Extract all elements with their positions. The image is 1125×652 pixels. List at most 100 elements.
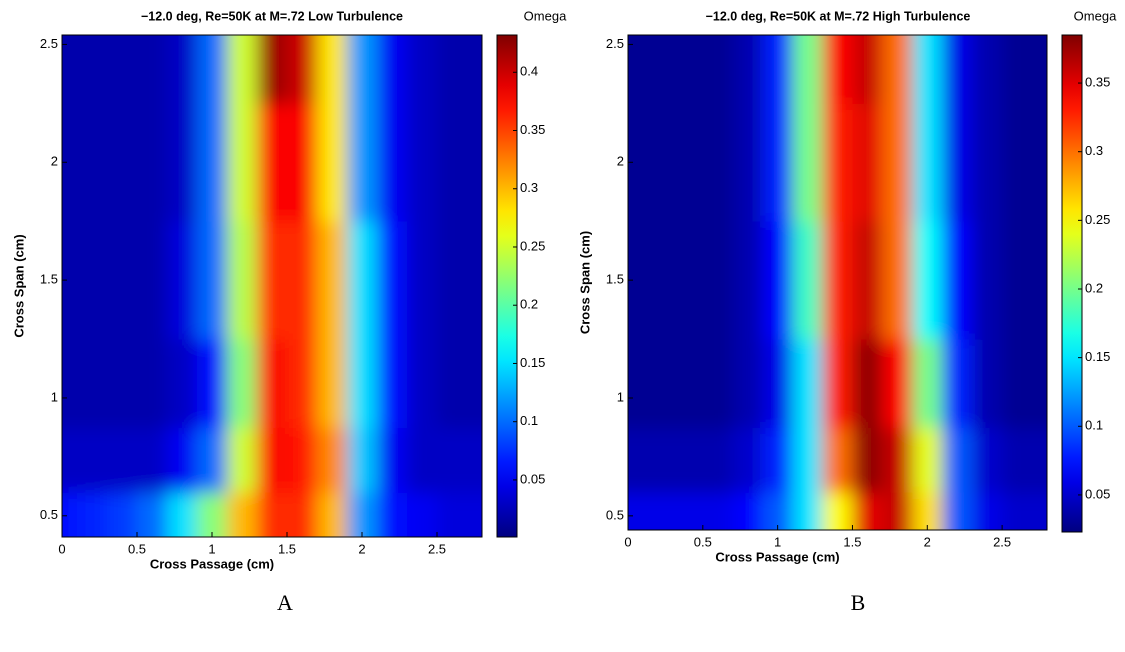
field-cell — [1032, 35, 1047, 104]
axes-box — [61, 34, 483, 538]
field-cell — [107, 427, 138, 493]
x-tick-label: 2 — [358, 541, 365, 556]
field-cell — [792, 221, 824, 340]
colorbar-tick-label: 0.05 — [520, 471, 545, 486]
field-cell — [377, 339, 408, 428]
colorbar-label: Omega — [524, 8, 567, 23]
chart-title: −12.0 deg, Re=50K at M=.72 Low Turbulenc… — [141, 9, 403, 23]
axes-box — [627, 34, 1048, 531]
field-cell — [942, 427, 973, 493]
colorbar-tick-label: 0.15 — [1085, 349, 1110, 364]
field-cell — [227, 492, 258, 537]
field-cell — [317, 35, 348, 104]
field-cell — [437, 492, 468, 537]
field-cell — [77, 103, 108, 222]
field-cell — [642, 427, 674, 493]
field-cell — [62, 221, 78, 340]
field-cell — [287, 427, 318, 493]
field-cell — [1002, 492, 1033, 530]
field-cell — [672, 221, 704, 340]
field-cell — [1032, 103, 1047, 222]
field-cell — [762, 339, 794, 428]
field-cell — [377, 427, 408, 493]
field-cell — [257, 35, 288, 104]
panel-label: B — [851, 590, 866, 615]
field-cell — [912, 35, 943, 104]
field-cell — [852, 339, 883, 428]
field-cell — [107, 221, 138, 340]
field-cell — [467, 427, 482, 493]
field-cell — [762, 35, 794, 104]
field-cell — [137, 221, 168, 340]
field-cell — [852, 427, 883, 493]
field-cell — [197, 35, 228, 104]
field-cell — [437, 427, 468, 493]
field-cell — [437, 103, 468, 222]
y-tick-label: 0.5 — [40, 507, 58, 522]
field-cell — [702, 339, 734, 428]
colorbar-tick-label: 0.35 — [1085, 74, 1110, 89]
x-tick-label: 1 — [208, 541, 215, 556]
field-cell — [197, 492, 228, 537]
field-cell — [287, 103, 318, 222]
colorbar-tick-label: 0.4 — [520, 64, 538, 79]
y-tick-label: 0.5 — [606, 507, 624, 522]
field-cell — [227, 339, 258, 428]
field-cell — [642, 492, 674, 530]
field-cell — [882, 35, 913, 104]
field-cell — [107, 35, 138, 104]
field-cell — [77, 492, 108, 537]
contour-cells — [628, 35, 1047, 530]
field-cell — [672, 427, 704, 493]
field-cell — [732, 35, 764, 104]
x-tick-label: 1 — [774, 534, 781, 549]
field-cell — [822, 103, 853, 222]
field-cell — [1032, 427, 1047, 493]
field-cell — [628, 103, 644, 222]
field-cell — [1032, 339, 1047, 428]
field-cell — [317, 103, 348, 222]
field-cell — [972, 103, 1003, 222]
colorbar — [496, 34, 518, 538]
field-cell — [437, 35, 468, 104]
field-cell — [77, 35, 108, 104]
field-cell — [628, 35, 644, 104]
colorbar-tick-label: 0.3 — [1085, 143, 1103, 158]
chart-title: −12.0 deg, Re=50K at M=.72 High Turbulen… — [706, 9, 971, 23]
field-cell — [822, 339, 853, 428]
field-cell — [227, 427, 258, 493]
x-axis-label: Cross Passage (cm) — [150, 556, 274, 571]
x-tick-label: 1.5 — [278, 541, 296, 556]
field-cell — [1002, 103, 1033, 222]
field-cell — [227, 103, 258, 222]
field-cell — [407, 427, 438, 493]
field-cell — [912, 103, 943, 222]
y-tick-label: 2.5 — [606, 36, 624, 51]
y-axis-label: Cross Span (cm) — [11, 234, 26, 337]
colorbar — [1061, 34, 1083, 533]
field-cell — [467, 339, 482, 428]
field-cell — [822, 427, 853, 493]
y-tick-label: 1 — [617, 389, 624, 404]
field-cell — [912, 339, 943, 428]
x-tick-label: 0.5 — [128, 541, 146, 556]
field-cell — [77, 339, 108, 428]
field-cell — [317, 339, 348, 428]
field-cell — [167, 35, 198, 104]
field-cell — [702, 35, 734, 104]
field-cell — [852, 103, 883, 222]
field-cell — [792, 35, 824, 104]
field-cell — [347, 339, 378, 428]
field-cell — [347, 103, 378, 222]
colorbar-tick-label: 0.05 — [1085, 486, 1110, 501]
field-cell — [702, 221, 734, 340]
field-cell — [702, 492, 734, 530]
field-cell — [912, 427, 943, 493]
contour-field — [628, 35, 1047, 530]
field-cell — [822, 221, 853, 340]
field-cell — [642, 35, 674, 104]
field-cell — [257, 492, 288, 537]
colorbar-tick-label: 0.25 — [1085, 212, 1110, 227]
x-tick-label: 0 — [624, 534, 631, 549]
field-cell — [62, 103, 78, 222]
